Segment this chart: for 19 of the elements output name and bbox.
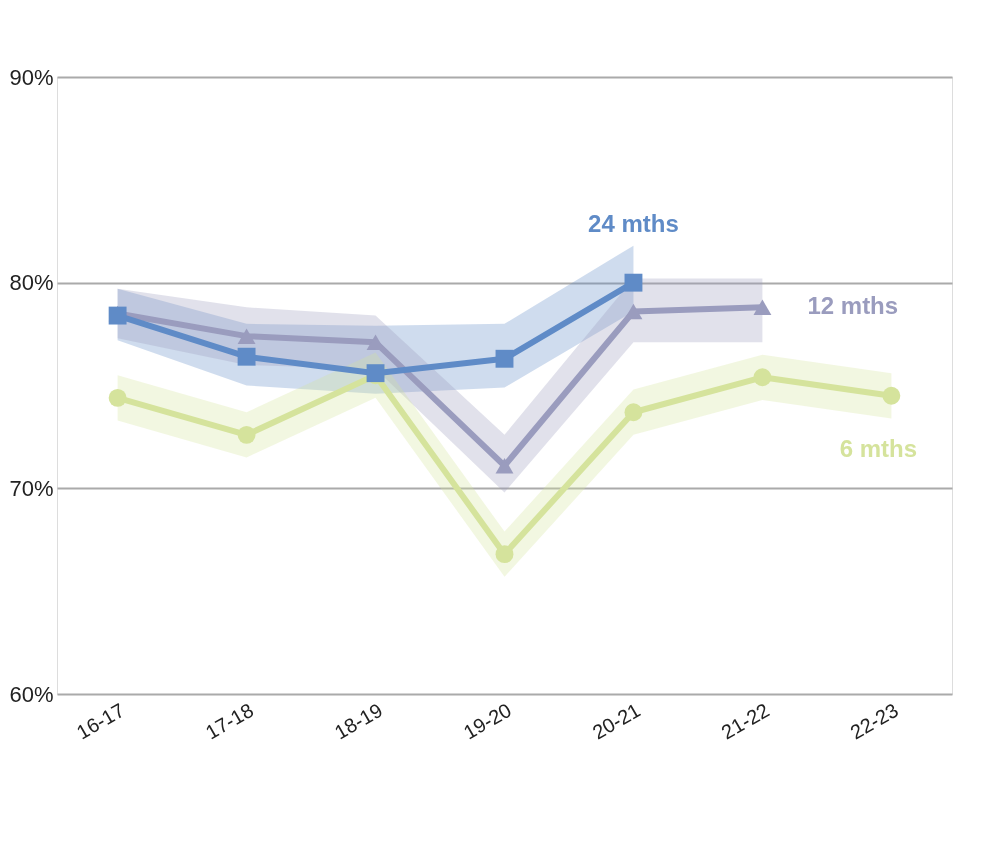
y-tick-label: 80% [9, 270, 54, 296]
point [108, 388, 127, 407]
y-tick-label: 90% [9, 64, 54, 90]
y-tick-label: 60% [9, 681, 54, 707]
y-tick-label: 70% [9, 475, 54, 501]
point [624, 403, 643, 422]
text: 24 mths [588, 209, 679, 237]
point [495, 349, 514, 368]
point [237, 347, 256, 366]
series-label: 12 mths [807, 292, 899, 320]
point [882, 386, 901, 405]
point [237, 425, 256, 444]
point [753, 299, 772, 316]
point [495, 457, 514, 474]
point [237, 328, 256, 344]
point [495, 545, 514, 564]
series-label: 6 mths [839, 434, 918, 462]
point [753, 368, 772, 387]
point [624, 273, 643, 292]
